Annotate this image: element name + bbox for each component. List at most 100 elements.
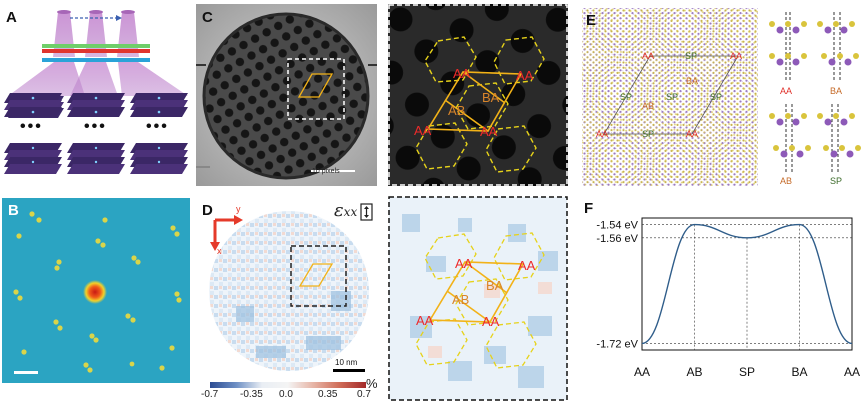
- central-beam-spot: [83, 280, 107, 304]
- ptychography-schematic: [4, 10, 188, 174]
- sample-disk: [204, 14, 368, 178]
- axis-y-label: y: [236, 204, 241, 214]
- stack-ba-sketch: [817, 12, 859, 80]
- y-tick-label: -1.72 eV: [596, 338, 638, 350]
- stacking-sketches: [769, 12, 861, 172]
- panel-d-zoom: AA AA AA AA AB BA: [388, 196, 568, 402]
- panel-d-label: D: [202, 202, 213, 219]
- e-site-labels: AA SP AA BA SP SP SP AB AA SP AA: [596, 51, 742, 139]
- panel-a-label: A: [6, 9, 17, 26]
- moire-atomic-model: [582, 8, 758, 186]
- d-scale-label: 10 nm: [335, 358, 358, 367]
- panel-b-label: B: [8, 202, 19, 219]
- diffraction-pattern: [2, 198, 190, 383]
- energy-profile-chart: -1.54 eV-1.56 eV -1.72 eV AA AB SP BA AA: [596, 217, 860, 379]
- stack-label-aa: AA: [780, 86, 793, 96]
- strain-component-label: εxx: [334, 200, 357, 221]
- c-zoom-aa-1: AA: [453, 66, 471, 81]
- stack-ab-sketch: [769, 104, 811, 172]
- e-sp-2: SP: [620, 92, 632, 102]
- c-zoom-ab: AB: [448, 103, 465, 118]
- c-zoom-aa-3: AA: [414, 123, 432, 138]
- d-unit-cell: [298, 263, 334, 287]
- ellipsis-dots-3: •••: [146, 118, 169, 135]
- y-tick-label: -1.56 eV: [596, 233, 638, 245]
- e-aa-1: AA: [642, 51, 654, 61]
- reconstructed-phase-image: [196, 4, 377, 186]
- watermark: 大数跨境: [6, 380, 58, 399]
- panel-c-label: C: [202, 9, 213, 26]
- colorbar-tick: 0.7: [357, 389, 371, 400]
- stack-sp-sketch: [817, 104, 861, 172]
- e-ab-1: AB: [642, 101, 654, 111]
- d-zoom-aa-3: AA: [416, 313, 434, 328]
- epsilon-subscript: xx: [343, 205, 358, 219]
- d-hexagon-outlines: [415, 232, 545, 369]
- c-zoom-labels: AA AA AA AA AB BA: [414, 66, 534, 139]
- epsilon-symbol: ε: [334, 200, 344, 221]
- e-aa-3: AA: [596, 129, 608, 139]
- x-tick-label: SP: [739, 365, 755, 379]
- panel-e: AA SP AA BA SP SP SP AB AA SP AA E: [580, 4, 760, 189]
- colorbar-tick: -0.35: [240, 389, 263, 400]
- b-scale-bar: [14, 371, 38, 374]
- colorbar-tick: 0.35: [318, 389, 338, 400]
- y-tick-label: -1.54 eV: [596, 220, 638, 232]
- panel-b: B: [2, 198, 190, 383]
- sample-blue-layer: [42, 58, 150, 62]
- stack-label-ba: BA: [830, 86, 843, 96]
- colorbar-tick: 0.0: [279, 389, 293, 400]
- panel-d: D x y εxx 10 nm % -0.7 -0.35 0.0 0.35 0.7: [196, 196, 377, 402]
- ellipsis-dots-1: •••: [20, 118, 43, 135]
- x-tick-label: AB: [686, 365, 702, 379]
- moire-lines: [603, 55, 739, 135]
- stack-label-sp: SP: [830, 176, 843, 186]
- panel-c-zoom: AA AA AA AA AB BA: [388, 4, 568, 186]
- colorbar-tick: -0.7: [201, 389, 219, 400]
- bragg-peaks: [13, 211, 182, 373]
- stack-label-ab: AB: [780, 176, 793, 186]
- e-sp-3: SP: [666, 92, 678, 102]
- d-zoom-aa-1: AA: [455, 256, 473, 271]
- hexagon-outlines: [415, 36, 545, 173]
- zoom-box: [287, 58, 345, 120]
- e-sp-5: SP: [642, 129, 654, 139]
- x-tick-label: AA: [634, 365, 650, 379]
- d-zoom-image: [388, 196, 568, 401]
- d-zoom-ba: BA: [486, 278, 504, 293]
- strain-direction-icon: [360, 203, 373, 221]
- moire-unit-cell: [297, 73, 334, 98]
- c-zoom-unit-cell: [426, 71, 523, 132]
- e-aa-2: AA: [730, 51, 742, 61]
- panel-c: C 10 pixels: [196, 4, 377, 186]
- axis-x-label: x: [217, 246, 222, 256]
- stacking-side-views: AA BA AB SP: [762, 4, 865, 190]
- panel-a: A: [0, 0, 195, 190]
- c-zoom-aa-4: AA: [480, 124, 498, 139]
- panel-e-label: E: [586, 12, 597, 29]
- e-sp-1: SP: [685, 51, 697, 61]
- ellipsis-dots-2: •••: [84, 118, 107, 135]
- strain-map: [209, 203, 373, 372]
- c-zoom-image: [388, 4, 568, 186]
- strain-disk: [209, 211, 369, 371]
- d-zoom-aa-4: AA: [482, 314, 500, 329]
- sample-red-layer: [42, 49, 150, 53]
- x-tick-label: BA: [791, 365, 807, 379]
- colorbar-unit: %: [366, 376, 377, 391]
- c-scale-label: 10 pixels: [312, 168, 340, 175]
- watermark-text: 大数跨境: [6, 384, 59, 399]
- d-zoom-ab: AB: [452, 292, 469, 307]
- d-zoom-labels: AA AA AA AA AB BA: [416, 256, 536, 329]
- sample-green-layer: [42, 44, 150, 48]
- strain-colorbar: [210, 382, 366, 388]
- stack-aa-sketch: [769, 12, 807, 80]
- c-zoom-ba: BA: [482, 90, 500, 105]
- e-ba-1: BA: [686, 76, 698, 86]
- e-aa-4: AA: [686, 129, 698, 139]
- d-zoom-box: [290, 245, 347, 307]
- e-sp-4: SP: [710, 92, 722, 102]
- d-zoom-unit-cell: [428, 261, 525, 323]
- panel-f-label: F: [584, 200, 594, 217]
- strain-pixels: [402, 214, 558, 388]
